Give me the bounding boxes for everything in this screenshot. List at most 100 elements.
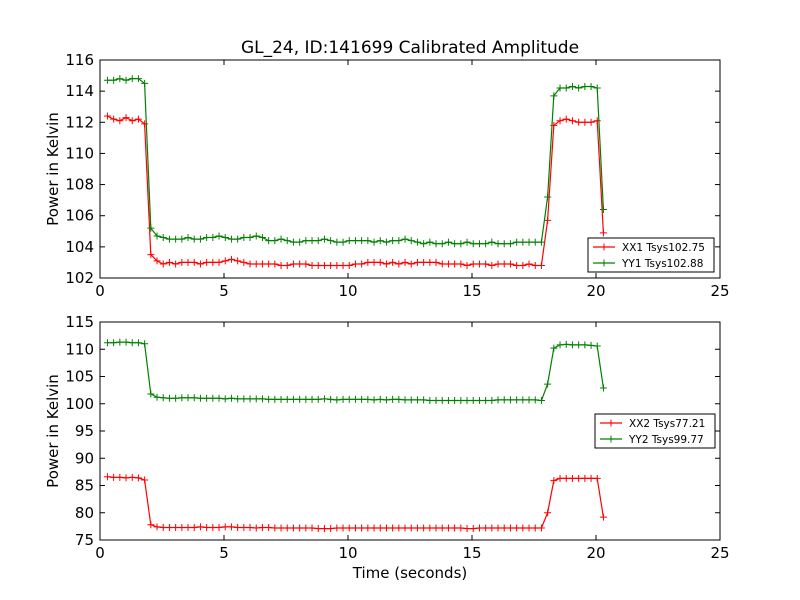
data-point [432,524,440,532]
data-point [190,258,198,266]
data-point [351,524,359,532]
data-point [358,260,366,268]
data-point [246,234,254,242]
data-point [506,240,514,248]
data-point [203,234,211,242]
data-point [568,341,576,349]
data-point [599,384,607,392]
data-point [426,396,434,404]
data-point [562,340,570,348]
data-point [265,260,273,268]
data-point [110,339,118,347]
data-point [327,262,335,270]
data-point [221,257,229,265]
data-point [575,84,583,92]
data-point [426,258,434,266]
data-point [172,235,180,243]
data-point [531,238,539,246]
data-point [215,258,223,266]
data-point [544,216,552,224]
data-point [333,524,341,532]
data-point [475,240,483,248]
data-point [457,396,465,404]
data-point [184,258,192,266]
data-point [277,262,285,270]
data-point [457,260,465,268]
data-point [488,238,496,246]
data-point [252,260,260,268]
legend-marker [600,259,608,267]
x-tick-label: 25 [710,544,729,562]
data-point [426,238,434,246]
data-point [128,339,136,347]
data-point [513,262,521,270]
data-point [544,193,552,201]
data-point [320,235,328,243]
data-point [482,240,490,248]
data-point [506,524,514,532]
data-point [593,474,601,482]
data-point [209,258,217,266]
data-point [345,395,353,403]
data-point [382,238,390,246]
data-point [451,240,459,248]
data-point [413,396,421,404]
data-point [444,260,452,268]
subplot-2: 0 5 10 15 20 25 75 80 85 90 95 100 105 110 115 Power in… [44,313,730,582]
data-point [463,525,471,533]
data-point [221,234,229,242]
data-point [556,117,564,125]
data-point [482,524,490,532]
data-point [283,395,291,403]
data-point [314,525,322,533]
data-point [258,523,266,531]
x-tick-label: 10 [338,282,357,300]
data-point [500,260,508,268]
data-point [389,237,397,245]
data-point [178,394,186,402]
data-point [587,474,595,482]
data-point [258,234,266,242]
data-point [134,474,142,482]
data-point [327,395,335,403]
data-point [364,258,372,266]
data-point [488,396,496,404]
data-point [475,396,483,404]
data-point [537,524,545,532]
data-point [494,240,502,248]
data-point [283,262,291,270]
data-point [165,235,173,243]
data-point [550,92,558,100]
data-point [296,395,304,403]
data-point [110,115,118,123]
data-point [389,524,397,532]
data-point [116,338,124,346]
data-point [370,396,378,404]
data-point [246,523,254,531]
data-point [277,235,285,243]
data-point [246,395,254,403]
data-point [506,260,514,268]
data-point [172,260,180,268]
data-point [438,240,446,248]
data-point [413,238,421,246]
data-point [327,237,335,245]
data-point [209,523,217,531]
data-point [289,238,297,246]
data-point [420,240,428,248]
data-point [413,258,421,266]
data-point [351,395,359,403]
data-point [141,340,149,348]
data-point [234,235,242,243]
data-point [308,262,316,270]
data-point [587,341,595,349]
data-point [116,473,124,481]
data-point [599,229,607,237]
y-tick-label: 116 [65,51,94,69]
data-point [116,117,124,125]
data-point [203,523,211,531]
data-point [482,260,490,268]
data-point [314,395,322,403]
